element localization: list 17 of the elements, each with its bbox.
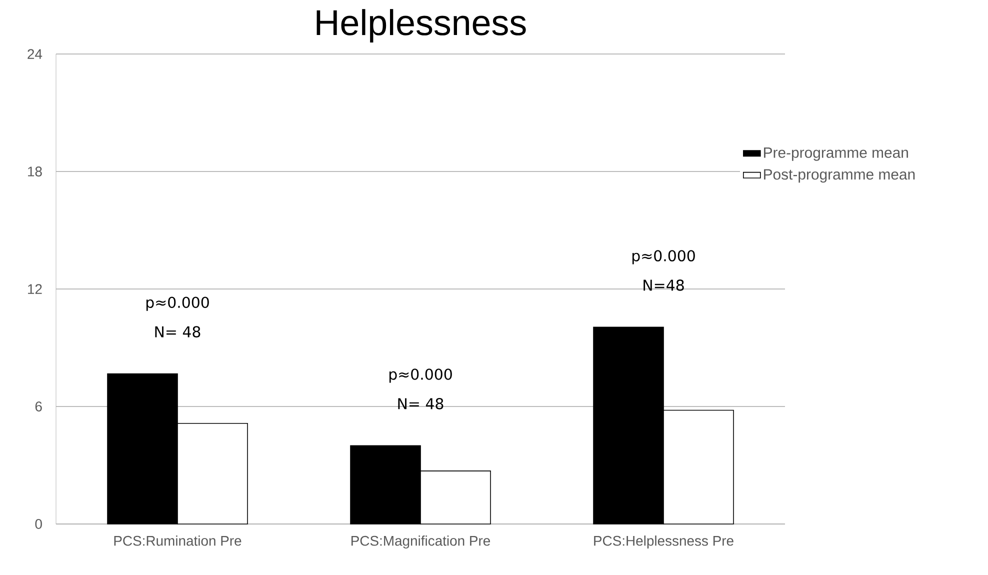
annotation: N= 48 bbox=[398, 398, 444, 410]
annotation: p≈0.000 bbox=[389, 368, 452, 383]
x-tick-label: PCS:Magnification Pre bbox=[351, 536, 490, 549]
y-tick-label: 12 bbox=[28, 284, 42, 294]
annotation: N= 48 bbox=[155, 326, 200, 338]
y-tick-label: 18 bbox=[28, 166, 42, 176]
chart-title: Helplessness bbox=[316, 9, 526, 42]
y-tick-label: 24 bbox=[28, 49, 42, 59]
legend-label: Pre-programme mean bbox=[764, 147, 908, 161]
annotation: p≈0.000 bbox=[632, 250, 695, 264]
annotation: p≈0.000 bbox=[146, 296, 209, 311]
y-tick-label: 6 bbox=[35, 402, 42, 412]
annotation: N=48 bbox=[644, 280, 684, 291]
y-tick-label: 0 bbox=[35, 519, 42, 529]
legend-label: Post-programme mean bbox=[764, 169, 915, 183]
x-tick-label: PCS:Rumination Pre bbox=[114, 536, 242, 546]
x-tick-label: PCS:Helplessness Pre bbox=[594, 536, 734, 549]
